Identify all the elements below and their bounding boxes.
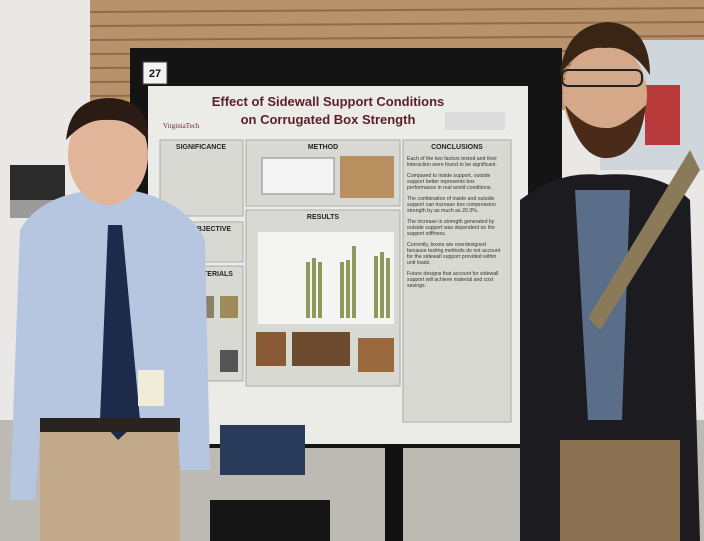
name-badge (138, 370, 164, 406)
box-photo (358, 338, 394, 372)
banner (645, 85, 680, 145)
bag-on-floor (210, 500, 330, 541)
center-logo (445, 112, 505, 130)
hair (560, 22, 650, 75)
board-leg (385, 440, 403, 541)
box-photo (292, 332, 350, 366)
number-card (142, 61, 168, 85)
section-heading: SIGNIFICANCE (176, 144, 227, 151)
belt (40, 418, 180, 432)
monitor (10, 165, 65, 205)
poster-title: Effect of Sidewall Support Conditions (212, 94, 445, 109)
trousers (560, 440, 680, 541)
conclusion-item: The increase in strength generated by ou… (407, 219, 495, 237)
section-heading: TERIALS (203, 271, 233, 278)
hair (66, 98, 149, 140)
material-photo (220, 296, 238, 318)
material-photo (220, 350, 238, 372)
method-photo (340, 156, 394, 198)
poster-title: on Corrugated Box Strength (241, 112, 416, 127)
person-right (520, 22, 700, 541)
section-heading: BJECTIVE (197, 226, 232, 233)
person-left (10, 98, 210, 541)
room-number: 27 (149, 68, 161, 80)
conclusions-panel (402, 139, 512, 423)
trousers (40, 420, 180, 541)
conclusions-list: Each of the two factors tested and their… (407, 156, 503, 289)
conclusion-item: Currently, boxes are overdesigned becaus… (407, 242, 501, 266)
conclusions-text: Each of the two factors tested and their… (407, 156, 503, 289)
section-heading: METHOD (308, 144, 338, 151)
section-heading: RESULTS (307, 214, 339, 221)
conclusion-item: Compared to inside support, outside supp… (407, 173, 492, 191)
method-table (261, 157, 335, 195)
box-photo (256, 332, 286, 366)
glasses (561, 69, 643, 87)
logo: VirginiaTech (163, 122, 200, 130)
beard (565, 105, 646, 159)
significance-panel (159, 139, 244, 217)
chart-bars (306, 246, 390, 318)
conclusion-item: Each of the two factors tested and their… (407, 156, 497, 168)
bag-strap (588, 150, 700, 330)
conclusion-item: The combination of inside and outside su… (407, 196, 496, 214)
conclusion-item: Future designs that account for sidewall… (407, 271, 499, 289)
section-heading: CONCLUSIONS (431, 144, 483, 151)
results-chart (258, 232, 394, 324)
tie (100, 225, 140, 440)
face (68, 105, 148, 205)
person-behind (220, 425, 305, 475)
